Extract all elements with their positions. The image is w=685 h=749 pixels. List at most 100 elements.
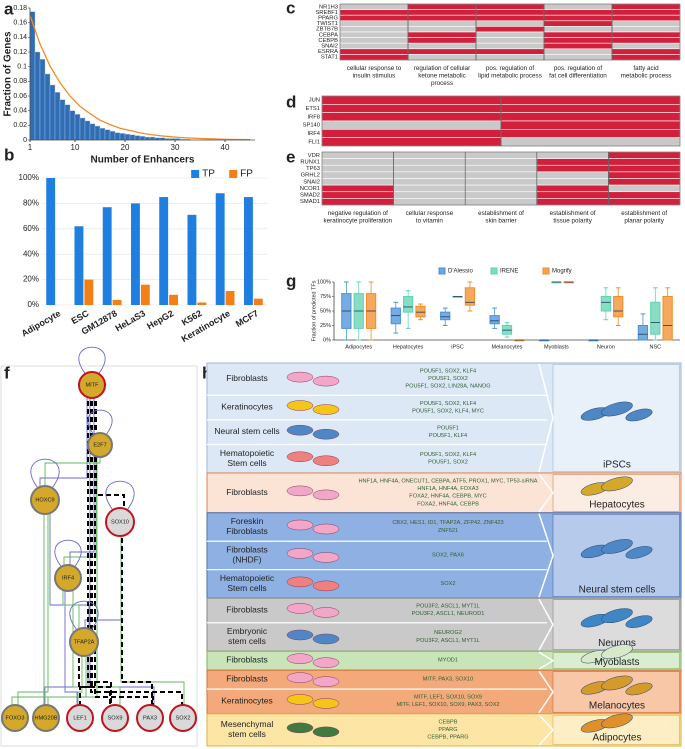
hist-bar [29,11,36,141]
heat-cell [611,31,681,38]
tf-line: CBX2, HES1, ID1, TFAP2A, ZFP42, ZNF423 [392,521,503,527]
y-tick-label: 0.1 [17,64,27,71]
tf-list: MYOD1 [438,658,458,664]
heat-cell [321,191,394,199]
x-tick-label: Myoblasts [544,344,569,350]
target-cell [601,476,633,492]
heat-cell [464,198,538,206]
source-cell [312,607,340,618]
target-label: Melanocytes [589,700,645,711]
target-cell [601,539,633,554]
target-cell [625,546,653,559]
box [637,325,649,341]
y-tick-label: 0% [27,300,39,309]
group-band [206,472,682,514]
column-label-line: pos. regulation of [486,65,535,72]
x-tick-label: 10 [71,143,80,152]
hist-bar [79,117,86,141]
self-loop [105,480,135,511]
box [613,296,624,318]
source-label: Fibroblasts [226,487,268,497]
heat-cell [464,164,538,173]
box [440,311,451,321]
y-tick-label: 0.18 [13,5,27,12]
tf-list: POU5F1, SOX2, KLF4 POU5F1, SOX2 POU5F1, SO… [405,369,490,390]
column-label-line: establishment of [478,210,524,217]
self-loop [30,458,60,489]
tf-list: HNF1A, HNF4A, ONECUT1, CEBPA, ATF5, PROX… [358,479,537,508]
column-frame [500,95,681,147]
source-cell [286,548,314,559]
heat-cell [543,9,613,16]
heat-cell [339,26,409,33]
row-label: NCOR1 [300,186,320,192]
source-cell [286,371,314,383]
heat-cell [500,129,681,138]
group-band [206,597,682,652]
heat-cell [536,164,609,173]
heat-cell [321,151,394,159]
hist-bar [89,123,96,141]
source-cell [312,552,340,563]
y-tick-label: 40% [23,249,39,258]
tf-list: MITF, LEF1, SOX10, SOX9 MITF, LEF1, SOX10… [396,695,499,709]
x-axis-label: Number of Enhancers [91,155,195,166]
tf-line: FOXA2, HNF4A, CEBPB [417,502,479,508]
arrow-head [538,363,554,473]
network-node [54,564,82,592]
heat-cell [464,151,538,159]
legend-swatch [542,267,550,275]
heat-cell [393,151,466,159]
column-label-line: keratinocyte proliferation [323,217,392,224]
hist-bar [44,73,51,141]
source-label: Neural stem cells [214,426,279,436]
node-label: MITF [85,382,99,388]
column-label-line: cellular response [406,210,454,217]
row-label: STAT1 [321,55,338,61]
y-tick-label: 75% [320,294,331,300]
row-label: CEBPB [318,38,338,44]
heat-cell [500,95,681,105]
column-label: establishment of planar polarity [621,210,667,225]
heat-cell [475,48,545,55]
target-label: Neurons [598,638,636,649]
x-tick-label: Melanocytes [492,344,523,350]
tf-list: POU5F1 POU5F1, KLF4 [429,426,467,440]
column-label: pos. regulation of lipid metabolic proces… [478,65,542,80]
heat-cell [543,20,613,27]
tf-line: POU5F1, SOX2, LIN28A, NANOG [405,384,490,390]
x-tick-label: Neuron [597,344,615,350]
source-label: Fibroblasts [226,373,268,383]
hist-bar [69,110,76,141]
tf-line: MITF, LEF1, SOX10, SOX9 [414,695,482,701]
tf-line: POU5F1, SOX2, KLF4 [420,401,476,407]
target-label: Hepatocytes [589,499,645,510]
y-tick-label: 20% [23,275,39,284]
source-cell [286,424,314,436]
heat-cell [464,158,538,166]
heat-cell [608,198,681,206]
network-node [101,704,129,732]
y-tick-label: 0.02 [13,122,27,129]
source-cell [286,672,314,683]
tf-line: POU5F1, SOX2 [428,377,468,383]
network-edge [64,578,78,705]
tf-line: POU3F2, ASCL1, MYT1L [416,604,479,610]
bar [74,226,84,305]
source-label-line: Fibroblasts [226,605,268,615]
heat-cell [611,14,681,22]
network-edge [95,385,125,508]
heat-cell [464,178,538,186]
tf-line: POU5F1, SOX2, KLF4 [420,369,476,375]
panel-letter: a [4,0,14,18]
source-label: Fibroblasts (NHDF) [226,545,268,565]
network-edge [49,500,90,628]
x-tick-label: MCF7 [234,308,260,329]
node-label: SOX9 [108,715,123,721]
node-label: IRF4 [62,575,74,581]
tf-line: POU5F1, SOX2 [428,460,468,466]
legend-label: D'Alessio [448,269,473,275]
heat-cell [500,137,681,147]
tf-list: POU3F2, ASCL1, MYT1L POU3F2, ASCL1, NEURO… [412,604,485,618]
